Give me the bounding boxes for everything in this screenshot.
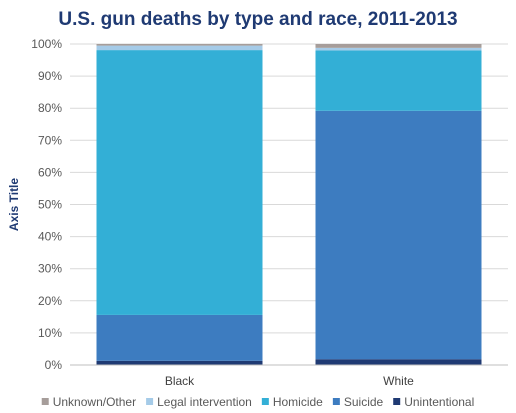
- bar-segment-unintentional: [315, 359, 482, 365]
- legend-swatch-homicide: [261, 398, 269, 405]
- bar-segment-homicide: [96, 50, 263, 315]
- x-tick-label: Black: [165, 374, 195, 388]
- chart-title: U.S. gun deaths by type and race, 2011-2…: [58, 9, 457, 30]
- legend-label-legal-intervention: Legal intervention: [157, 395, 252, 409]
- legend-swatch-unknown-other: [41, 398, 49, 405]
- bar-segment-suicide: [96, 314, 263, 361]
- x-tick-label: White: [383, 374, 414, 388]
- y-tick-label: 100%: [31, 37, 62, 51]
- legend-label-suicide: Suicide: [344, 395, 384, 409]
- legend-swatch-legal-intervention: [146, 398, 154, 405]
- bar-segment-unknown-other: [96, 44, 263, 46]
- y-tick-label: 60%: [38, 165, 62, 179]
- y-tick-label: 40%: [38, 230, 62, 244]
- bar-segment-suicide: [315, 110, 482, 360]
- y-tick-label: 10%: [38, 326, 62, 340]
- y-tick-label: 90%: [38, 69, 62, 83]
- bar-segment-legal-intervention: [96, 45, 263, 51]
- legend-label-unknown-other: Unknown/Other: [53, 395, 136, 409]
- y-tick-label: 30%: [38, 262, 62, 276]
- y-tick-label: 80%: [38, 101, 62, 115]
- y-tick-label: 70%: [38, 133, 62, 147]
- legend-label-unintentional: Unintentional: [404, 395, 474, 409]
- bar-segment-legal-intervention: [315, 47, 482, 51]
- bar-segment-unknown-other: [315, 44, 482, 48]
- bar-segment-homicide: [315, 50, 482, 111]
- bar-segment-unintentional: [96, 360, 263, 365]
- legend-swatch-suicide: [332, 398, 340, 405]
- y-axis-title: Axis Title: [7, 178, 21, 231]
- y-tick-label: 20%: [38, 294, 62, 308]
- legend-label-homicide: Homicide: [273, 395, 323, 409]
- y-tick-label: 0%: [45, 358, 63, 372]
- legend-swatch-unintentional: [393, 398, 401, 405]
- y-tick-label: 50%: [38, 198, 62, 212]
